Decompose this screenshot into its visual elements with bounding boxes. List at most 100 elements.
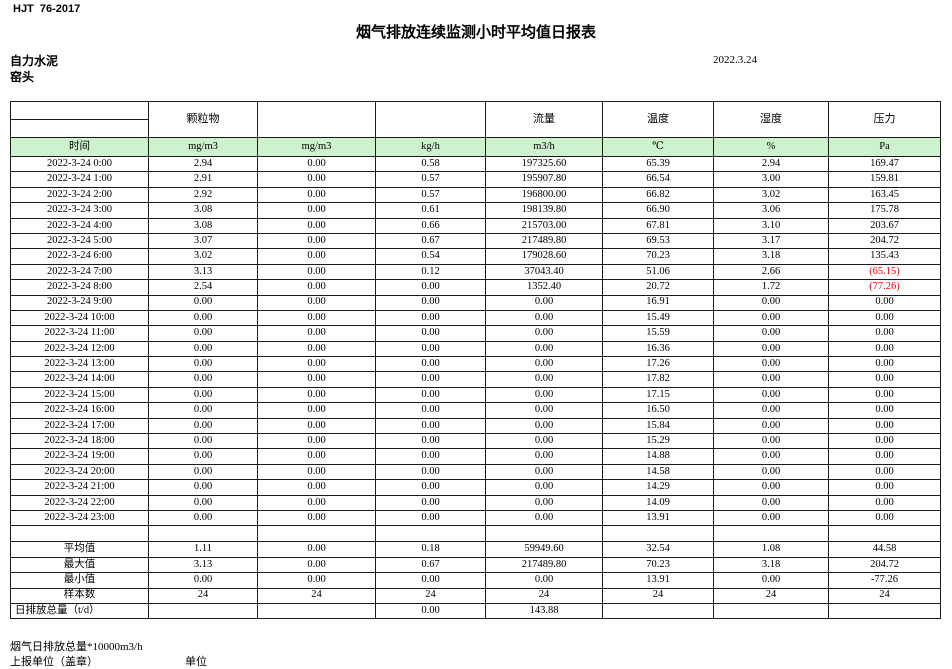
time-cell: 2022-3-24 21:00 (10, 479, 149, 496)
value-cell: 0.00 (257, 202, 376, 219)
value-cell: 0.00 (713, 433, 829, 450)
value-cell: 0.00 (828, 325, 941, 342)
time-cell: 2022-3-24 9:00 (10, 294, 149, 311)
value-cell: 135.43 (828, 248, 941, 265)
summary-label-cell: 最小值 (10, 572, 149, 589)
summary-value-cell: 0.00 (257, 541, 376, 558)
value-cell: 0.00 (828, 386, 941, 404)
value-cell: (77.26) (828, 279, 941, 296)
value-cell: 0.00 (713, 479, 829, 496)
time-cell: 2022-3-24 10:00 (10, 309, 149, 327)
time-cell: 2022-3-24 13:00 (10, 356, 149, 373)
value-cell: 0.00 (257, 340, 376, 358)
value-cell: 2.54 (148, 279, 258, 296)
value-cell: 0.00 (257, 279, 376, 296)
summary-value-cell: 3.18 (713, 556, 829, 574)
value-cell: 0.00 (713, 309, 829, 327)
table-row: 2022-3-24 17:00 0.00 0.00 0.00 0.00 15.84 0.00… (10, 417, 941, 435)
value-cell: 51.06 (602, 263, 714, 281)
value-cell: 0.00 (713, 386, 829, 404)
value-cell: 66.90 (602, 202, 714, 219)
value-cell: 0.00 (713, 371, 829, 388)
value-cell: 0.00 (485, 463, 603, 481)
time-cell: 2022-3-24 2:00 (10, 186, 149, 204)
value-cell: 0.00 (828, 371, 941, 388)
column-header-pa: Pa (828, 137, 941, 157)
value-cell: 17.82 (602, 371, 714, 388)
value-cell: 0.00 (375, 371, 486, 388)
column-header-percent: % (713, 137, 829, 157)
table-row: 2022-3-24 12:00 0.00 0.00 0.00 0.00 16.36 0.00… (10, 340, 941, 358)
column-header-celsius: ℃ (602, 137, 714, 157)
value-cell: 16.91 (602, 294, 714, 311)
summary-value-cell: 0.00 (148, 572, 258, 589)
value-cell: 67.81 (602, 217, 714, 234)
value-cell: 0.00 (148, 309, 258, 327)
value-cell: 0.00 (828, 433, 941, 450)
value-cell: 2.92 (148, 186, 258, 204)
value-cell: 0.00 (375, 386, 486, 404)
time-cell: 2022-3-24 14:00 (10, 371, 149, 388)
value-cell: (65.15) (828, 263, 941, 281)
column-header-mgm3-2: mg/m3 (257, 137, 376, 157)
value-cell: 0.00 (375, 433, 486, 450)
table-row: 2022-3-24 8:00 2.54 0.00 0.00 1352.40 20.72 1.… (10, 279, 941, 296)
value-cell: 0.00 (713, 325, 829, 342)
value-cell: 197325.60 (485, 155, 603, 173)
header-blank-top-cell (10, 101, 149, 120)
value-cell: 3.08 (148, 217, 258, 234)
column-group-pressure: 压力 (828, 101, 941, 138)
table-row: 2022-3-24 19:00 0.00 0.00 0.00 0.00 14.88 0.00… (10, 448, 941, 465)
summary-value-cell: 70.23 (602, 556, 714, 574)
value-cell: 0.00 (713, 509, 829, 527)
value-cell: 0.00 (148, 509, 258, 527)
value-cell: 70.23 (602, 248, 714, 265)
value-cell: 0.00 (375, 402, 486, 419)
spacer-row (10, 525, 941, 543)
summary-label-cell: 平均值 (10, 541, 149, 558)
value-cell: 3.07 (148, 232, 258, 250)
value-cell: 0.00 (828, 294, 941, 311)
value-cell: 0.00 (257, 309, 376, 327)
column-group-particulate: 颗粒物 (148, 101, 258, 138)
value-cell: 0.00 (375, 494, 486, 511)
value-cell: 0.66 (375, 217, 486, 234)
value-cell: 203.67 (828, 217, 941, 234)
value-cell: 0.57 (375, 171, 486, 188)
value-cell: 16.50 (602, 402, 714, 419)
summary-row: 平均值 1.11 0.00 0.18 59949.60 32.54 1.08 44.58 (10, 541, 941, 558)
value-cell: 0.00 (485, 325, 603, 342)
company-name: 自力水泥 (10, 54, 59, 68)
value-cell: 0.00 (148, 463, 258, 481)
value-cell: 0.00 (257, 402, 376, 419)
time-cell: 2022-3-24 19:00 (10, 448, 149, 465)
blank-cell (375, 525, 486, 543)
value-cell: 0.67 (375, 232, 486, 250)
value-cell: 163.45 (828, 186, 941, 204)
summary-value-cell: 24 (257, 587, 376, 604)
summary-value-cell: 13.91 (602, 572, 714, 589)
column-header-mgm3-1: mg/m3 (148, 137, 258, 157)
value-cell: 204.72 (828, 232, 941, 250)
value-cell: 0.00 (148, 433, 258, 450)
value-cell: 3.08 (148, 202, 258, 219)
table-row: 2022-3-24 23:00 0.00 0.00 0.00 0.00 13.91 0.00… (10, 509, 941, 527)
value-cell: 175.78 (828, 202, 941, 219)
summary-value-cell (257, 602, 376, 620)
value-cell: 0.00 (148, 294, 258, 311)
value-cell: 0.00 (828, 402, 941, 419)
value-cell: 2.94 (148, 155, 258, 173)
time-cell: 2022-3-24 23:00 (10, 509, 149, 527)
value-cell: 0.00 (257, 509, 376, 527)
value-cell: 196800.00 (485, 186, 603, 204)
value-cell: 0.00 (257, 386, 376, 404)
value-cell: 215703.00 (485, 217, 603, 234)
table-row: 2022-3-24 18:00 0.00 0.00 0.00 0.00 15.29 0.00… (10, 433, 941, 450)
column-header-time: 时间 (10, 137, 149, 157)
value-cell: 0.12 (375, 263, 486, 281)
value-cell: 0.00 (257, 186, 376, 204)
value-cell: 66.54 (602, 171, 714, 188)
time-cell: 2022-3-24 16:00 (10, 402, 149, 419)
value-cell: 0.00 (257, 417, 376, 435)
summary-value-cell: 0.00 (375, 572, 486, 589)
